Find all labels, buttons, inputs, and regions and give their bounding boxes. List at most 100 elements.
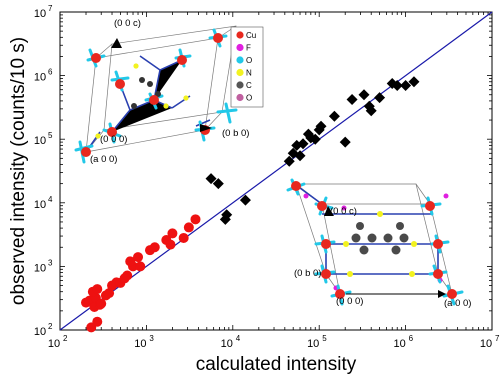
legend-label: C: [246, 81, 252, 90]
copper-atom: [433, 239, 443, 249]
y-tick-label: 10: [34, 135, 46, 147]
carbon-atom: [351, 233, 361, 243]
copper-atom: [425, 201, 435, 211]
x-tick-label: 10: [393, 338, 405, 350]
carbon-atom: [359, 245, 369, 255]
y-tick-exponent: 3: [48, 258, 53, 267]
data-point-circle: [178, 232, 189, 243]
nitrogen-atom: [133, 63, 139, 69]
nitrogen-atom: [95, 133, 101, 139]
x-axis-title: calculated intensity: [196, 354, 357, 375]
legend-swatch: [236, 43, 244, 52]
data-point-diamond: [212, 178, 224, 190]
x-tick-exponent: 3: [149, 334, 154, 343]
label-0-0-c: (0 0 c): [114, 18, 141, 29]
carbon-atom: [367, 233, 377, 243]
label-0-b-0: (0 b 0): [294, 268, 321, 279]
y-tick-label: 10: [34, 262, 46, 274]
data-point-diamond: [297, 138, 309, 150]
data-point-diamond: [408, 76, 420, 88]
reference-line: [59, 11, 493, 331]
carbon-atoms: [131, 77, 161, 109]
copper-atom: [115, 79, 125, 89]
label-0-0-0: (0 0 0): [336, 296, 363, 307]
carbon-atom: [383, 233, 393, 243]
y-tick-exponent: 4: [48, 195, 53, 204]
carbon-atom: [139, 77, 145, 83]
data-point-diamond: [346, 94, 358, 106]
y-tick-label: 10: [34, 8, 46, 20]
data-point-circle: [190, 214, 201, 225]
x-tick-label: 10: [221, 338, 233, 350]
data-point-circle: [104, 288, 115, 299]
data-point-circle: [96, 298, 107, 309]
data-point-diamond: [328, 110, 340, 122]
x-tick-label: 10: [48, 338, 60, 350]
bonds: [85, 55, 211, 153]
copper-atom: [149, 95, 159, 105]
legend-label: O: [246, 94, 252, 103]
nitrogen-atom: [377, 211, 383, 217]
carbon-atom: [396, 222, 404, 230]
fluorine-atom: [341, 205, 347, 211]
fluorine-atom: [303, 193, 309, 199]
legend-box: [230, 26, 264, 108]
x-tick-exponent: 4: [236, 334, 241, 343]
legend-label: N: [246, 69, 252, 78]
legend-swatch: [236, 68, 244, 77]
data-points: [81, 76, 420, 333]
carbon-atom: [391, 245, 401, 255]
data-point-diamond: [358, 89, 370, 101]
copper-atom: [321, 269, 331, 279]
data-point-diamond: [239, 194, 251, 206]
data-point-diamond: [391, 79, 403, 91]
y-tick-exponent: 6: [48, 68, 53, 77]
y-tick-exponent: 5: [48, 131, 53, 140]
y-tick-label: 10: [34, 199, 46, 211]
cell-connectors: [85, 25, 237, 153]
carbon-atom: [356, 222, 364, 230]
label-a-0-0: (a 0 0): [444, 298, 471, 309]
copper-atom: [81, 147, 91, 157]
y-tick-exponent: 7: [48, 4, 53, 13]
label-0-b-0: (0 b 0): [222, 128, 249, 139]
data-point-circle: [165, 239, 176, 250]
axis-arrow-a: [438, 290, 446, 298]
fluorine-atom: [443, 193, 449, 199]
copper-atom: [321, 239, 331, 249]
legend-swatch: [236, 93, 244, 102]
data-point-circle: [183, 222, 194, 233]
y-tick-label: 10: [34, 72, 46, 84]
data-point-diamond: [339, 136, 351, 148]
x-tick-exponent: 6: [409, 334, 414, 343]
data-point-circle: [149, 242, 160, 253]
copper-atom: [107, 127, 117, 137]
nitrogen-atom: [163, 103, 169, 109]
copper-atom: [447, 289, 457, 299]
copper-atom: [177, 55, 187, 65]
carbon-atom: [147, 81, 153, 87]
nitrogen-atom: [343, 241, 349, 247]
copper-atom: [291, 181, 301, 191]
bond-paths: [85, 55, 211, 153]
carbon-atom: [155, 91, 161, 97]
ticks: [59, 11, 493, 331]
y-tick-exponent: 2: [48, 322, 53, 331]
cell-connectors: [295, 183, 453, 295]
data-point-diamond: [294, 150, 306, 162]
nitrogen-atom: [411, 241, 417, 247]
data-point-diamond: [309, 133, 321, 145]
data-point-circle: [122, 270, 133, 281]
copper-atom: [317, 201, 327, 211]
copper-atoms: [291, 181, 457, 299]
legend-swatch: [236, 31, 244, 39]
data-point-diamond: [315, 120, 327, 132]
label-0-0-0: (0 0 0): [100, 134, 127, 145]
nitrogen-atoms: [95, 63, 189, 139]
legend-label: Cu: [246, 31, 256, 40]
data-point-circle: [135, 261, 146, 272]
legend-swatch: [236, 56, 244, 64]
